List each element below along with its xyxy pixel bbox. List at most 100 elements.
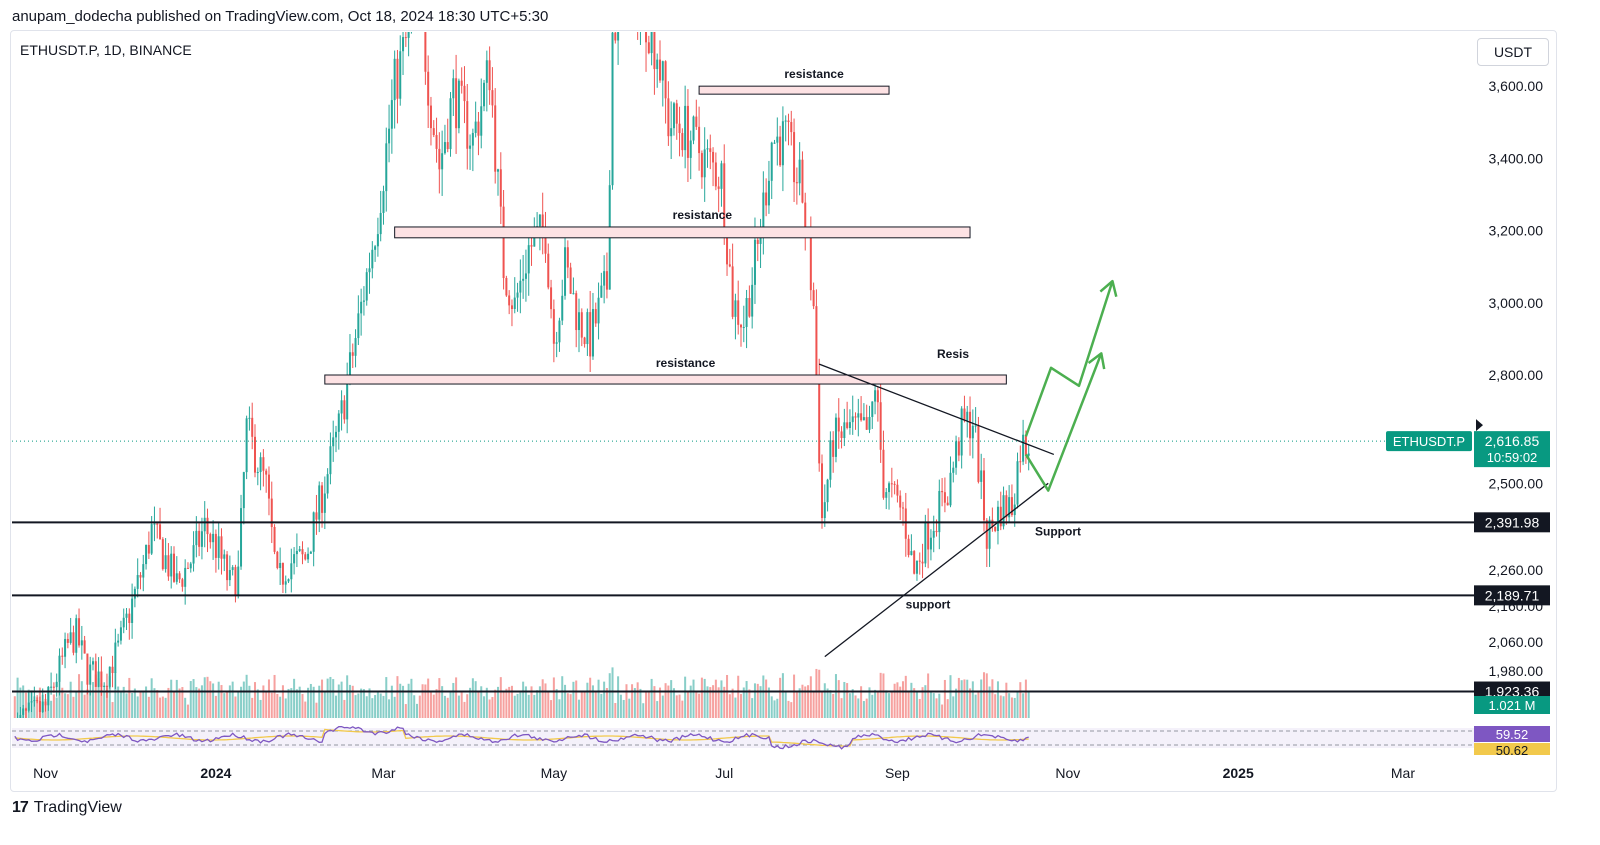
x-tick-label: May	[541, 765, 567, 781]
volume-bar	[167, 687, 170, 718]
volume-bar	[516, 693, 519, 718]
candle-body	[371, 249, 374, 269]
volume-bar	[787, 700, 790, 718]
volume-bar	[273, 674, 276, 718]
candle-body	[304, 554, 307, 560]
volume-bar	[108, 676, 111, 718]
candle-body	[605, 271, 608, 290]
candle-body	[256, 472, 259, 474]
volume-bar	[206, 676, 209, 718]
candle-body	[982, 470, 986, 521]
candle-body	[298, 549, 301, 551]
candle-body	[251, 417, 254, 437]
volume-bar	[184, 697, 187, 718]
volume-bar	[220, 685, 223, 718]
volume-bar	[438, 678, 441, 718]
candle-body	[452, 78, 455, 99]
candle-body	[1016, 461, 1019, 505]
candle-body	[189, 563, 192, 569]
volume-bar	[807, 685, 810, 718]
volume-bar	[692, 679, 695, 718]
candle-body	[692, 116, 695, 141]
volume-bar	[1027, 690, 1030, 718]
volume-bar	[455, 677, 458, 718]
candle-body	[103, 685, 106, 688]
volume-bar	[837, 680, 840, 718]
candle-body	[756, 239, 759, 244]
y-tick-label: 2,500.00	[1489, 475, 1544, 491]
volume-bar	[374, 695, 377, 718]
brand-name: TradingView	[33, 799, 122, 816]
volume-bar	[971, 681, 974, 718]
volume-bar	[145, 686, 148, 718]
candle-body	[893, 483, 896, 485]
volume-bar	[326, 678, 329, 718]
volume-bar	[192, 679, 195, 718]
tradingview-brand[interactable]: 17 TradingView	[12, 799, 122, 817]
candle-body	[237, 566, 240, 596]
currency-button[interactable]: USDT	[1477, 38, 1549, 66]
candle-body	[843, 422, 846, 439]
price-marker-icon	[1476, 419, 1483, 432]
candle-body	[988, 519, 991, 549]
volume-bar	[13, 696, 16, 718]
candle-body	[611, 32, 614, 186]
candle-body	[396, 58, 399, 99]
volume-bar	[186, 704, 189, 718]
candle-body	[575, 293, 578, 331]
volume-bar	[586, 682, 589, 718]
candle-body	[245, 418, 248, 473]
candle-body	[161, 539, 164, 570]
volume-bar	[530, 686, 533, 718]
support-price-text: 2,391.98	[1485, 514, 1540, 530]
candle-body	[242, 472, 245, 509]
candle-body	[354, 338, 357, 356]
candle-body	[804, 202, 807, 231]
candle-body	[1010, 497, 1013, 516]
trendline	[818, 363, 1055, 456]
candle-body	[820, 463, 824, 519]
volume-bar	[443, 695, 446, 718]
candle-body	[840, 431, 843, 439]
candle-body	[212, 533, 215, 543]
volume-bar	[600, 693, 603, 718]
volume-bar	[365, 696, 368, 718]
volume-bar	[681, 700, 684, 718]
candle-body	[818, 377, 821, 464]
volume-bar	[198, 688, 201, 718]
candle-body	[175, 573, 178, 582]
volume-bar	[731, 688, 734, 718]
candle-body	[857, 413, 860, 418]
candle-body	[737, 300, 740, 325]
volume-bar	[541, 679, 544, 718]
volume-bar	[882, 673, 885, 718]
volume-bar	[751, 698, 754, 718]
candle-body	[530, 245, 533, 247]
volume-bar	[938, 693, 941, 718]
volume-bar	[396, 676, 399, 718]
symbol-tag-text: ETHUSDT.P	[1393, 434, 1465, 449]
candle-body	[617, 32, 620, 41]
candle-body	[938, 490, 941, 533]
candle-body	[720, 163, 723, 189]
volume-bar	[122, 686, 125, 718]
volume-bar	[633, 688, 636, 718]
candle-body	[569, 267, 572, 294]
candle-body	[379, 212, 382, 235]
support-label: support	[906, 597, 951, 611]
candle-body	[899, 495, 902, 508]
projection-arrow	[1024, 280, 1114, 437]
volume-bar	[1005, 682, 1008, 718]
volume-bar	[538, 686, 541, 718]
candle-body	[262, 457, 265, 471]
candle-body	[290, 563, 293, 580]
candle-body	[698, 126, 701, 154]
y-tick-label: 3,200.00	[1489, 223, 1544, 239]
candle-body	[787, 120, 790, 123]
volume-bar	[329, 676, 332, 718]
candle-body	[312, 512, 315, 552]
symbol-legend[interactable]: ETHUSDT.P, 1D, BINANCE	[20, 42, 192, 58]
volume-bar	[597, 679, 600, 718]
volume-bar	[474, 681, 477, 718]
